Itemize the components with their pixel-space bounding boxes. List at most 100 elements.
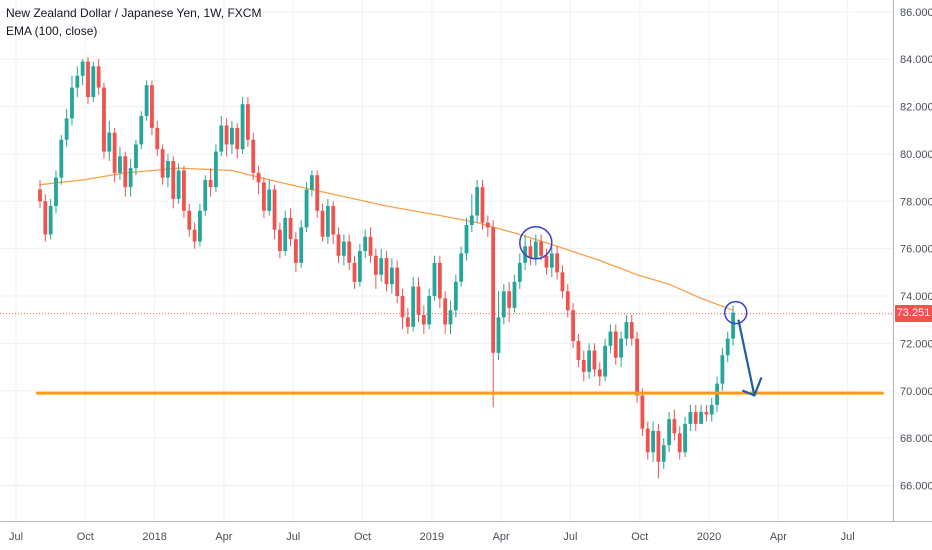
candle — [325, 198, 330, 244]
chart-legend: New Zealand Dollar / Japanese Yen, 1W, F… — [6, 4, 261, 40]
candle-body — [448, 310, 453, 325]
candle-body — [571, 310, 576, 342]
candle — [640, 388, 645, 436]
candle-body — [288, 217, 293, 240]
candle — [432, 255, 437, 301]
candle-body — [731, 312, 735, 339]
candle — [405, 307, 410, 334]
candle-body — [107, 132, 112, 152]
x-tick-label: Apr — [493, 531, 510, 543]
candle — [214, 144, 218, 192]
candle — [528, 239, 533, 266]
candle-body — [171, 161, 176, 199]
candle — [38, 179, 42, 209]
x-tick-label: Jul — [9, 531, 23, 543]
candle — [272, 184, 277, 240]
candle-body — [336, 234, 341, 256]
candle-body — [555, 253, 560, 273]
candle-body — [198, 210, 202, 242]
candle-body — [246, 104, 250, 140]
candle — [75, 66, 80, 98]
candle-body — [144, 85, 149, 117]
candle — [96, 59, 101, 95]
candle — [293, 232, 298, 273]
candle — [512, 274, 517, 313]
candle — [139, 111, 144, 150]
candle — [443, 291, 448, 334]
ema-indicator-label: EMA (100, close) — [6, 24, 98, 38]
candle-body — [64, 118, 69, 140]
x-tick-label: Apr — [215, 531, 232, 543]
candle-body — [389, 267, 394, 285]
candle — [475, 179, 480, 223]
candle — [283, 210, 288, 256]
candle-body — [182, 170, 186, 211]
candle-body — [512, 281, 517, 308]
candle-body — [672, 419, 677, 434]
candle — [70, 75, 74, 126]
candle — [267, 179, 272, 216]
candle-body — [640, 395, 645, 429]
candle — [246, 97, 250, 147]
candle-body — [453, 281, 458, 311]
candle-body — [480, 187, 485, 223]
candle — [699, 404, 703, 424]
candle-body — [656, 431, 661, 462]
candle — [224, 118, 229, 157]
x-tick-label: Oct — [77, 531, 94, 543]
x-tick-label: Jul — [563, 531, 577, 543]
candle-body — [230, 127, 234, 145]
candle — [619, 331, 624, 368]
candle — [80, 59, 85, 86]
down-arrow-shaft — [737, 319, 756, 396]
candle-body — [208, 179, 213, 188]
candle — [176, 163, 181, 204]
candle — [709, 397, 714, 422]
candle — [565, 284, 570, 318]
candle — [581, 350, 586, 382]
candle-body — [443, 298, 448, 325]
candle — [464, 217, 469, 261]
candle-body — [597, 369, 602, 377]
candle-body — [38, 189, 42, 202]
candle-body — [635, 338, 639, 396]
candle-body — [624, 322, 629, 339]
candle-body — [235, 127, 240, 150]
candle — [304, 182, 309, 233]
candle-body — [43, 201, 48, 235]
candle — [651, 421, 655, 462]
candle — [373, 248, 378, 289]
y-tick-label: 86.000 — [900, 7, 932, 19]
candle — [613, 324, 618, 365]
candle-body — [667, 419, 671, 446]
candle — [171, 156, 176, 209]
drawings[interactable] — [35, 225, 884, 397]
x-tick-label: 2020 — [697, 531, 721, 543]
candle — [379, 248, 384, 282]
candle — [107, 120, 112, 162]
candle-body — [166, 161, 170, 178]
candle — [198, 203, 202, 247]
candle-body — [576, 341, 581, 360]
candles[interactable] — [38, 56, 735, 479]
y-tick-label: 84.000 — [900, 54, 932, 66]
candle-body — [725, 338, 730, 356]
candle-body — [240, 104, 245, 150]
candle-body — [341, 241, 346, 256]
highlight-circle — [723, 300, 748, 325]
candle — [48, 198, 53, 240]
candle — [459, 246, 464, 287]
candle-body — [459, 253, 464, 282]
candle — [411, 277, 416, 332]
candle — [315, 170, 320, 218]
candle — [134, 139, 138, 176]
candle — [182, 165, 186, 218]
candle-body — [549, 253, 554, 268]
candle — [400, 288, 405, 330]
candle — [667, 412, 671, 453]
candle — [59, 134, 64, 185]
candle-body — [693, 412, 698, 424]
candle — [357, 243, 362, 287]
